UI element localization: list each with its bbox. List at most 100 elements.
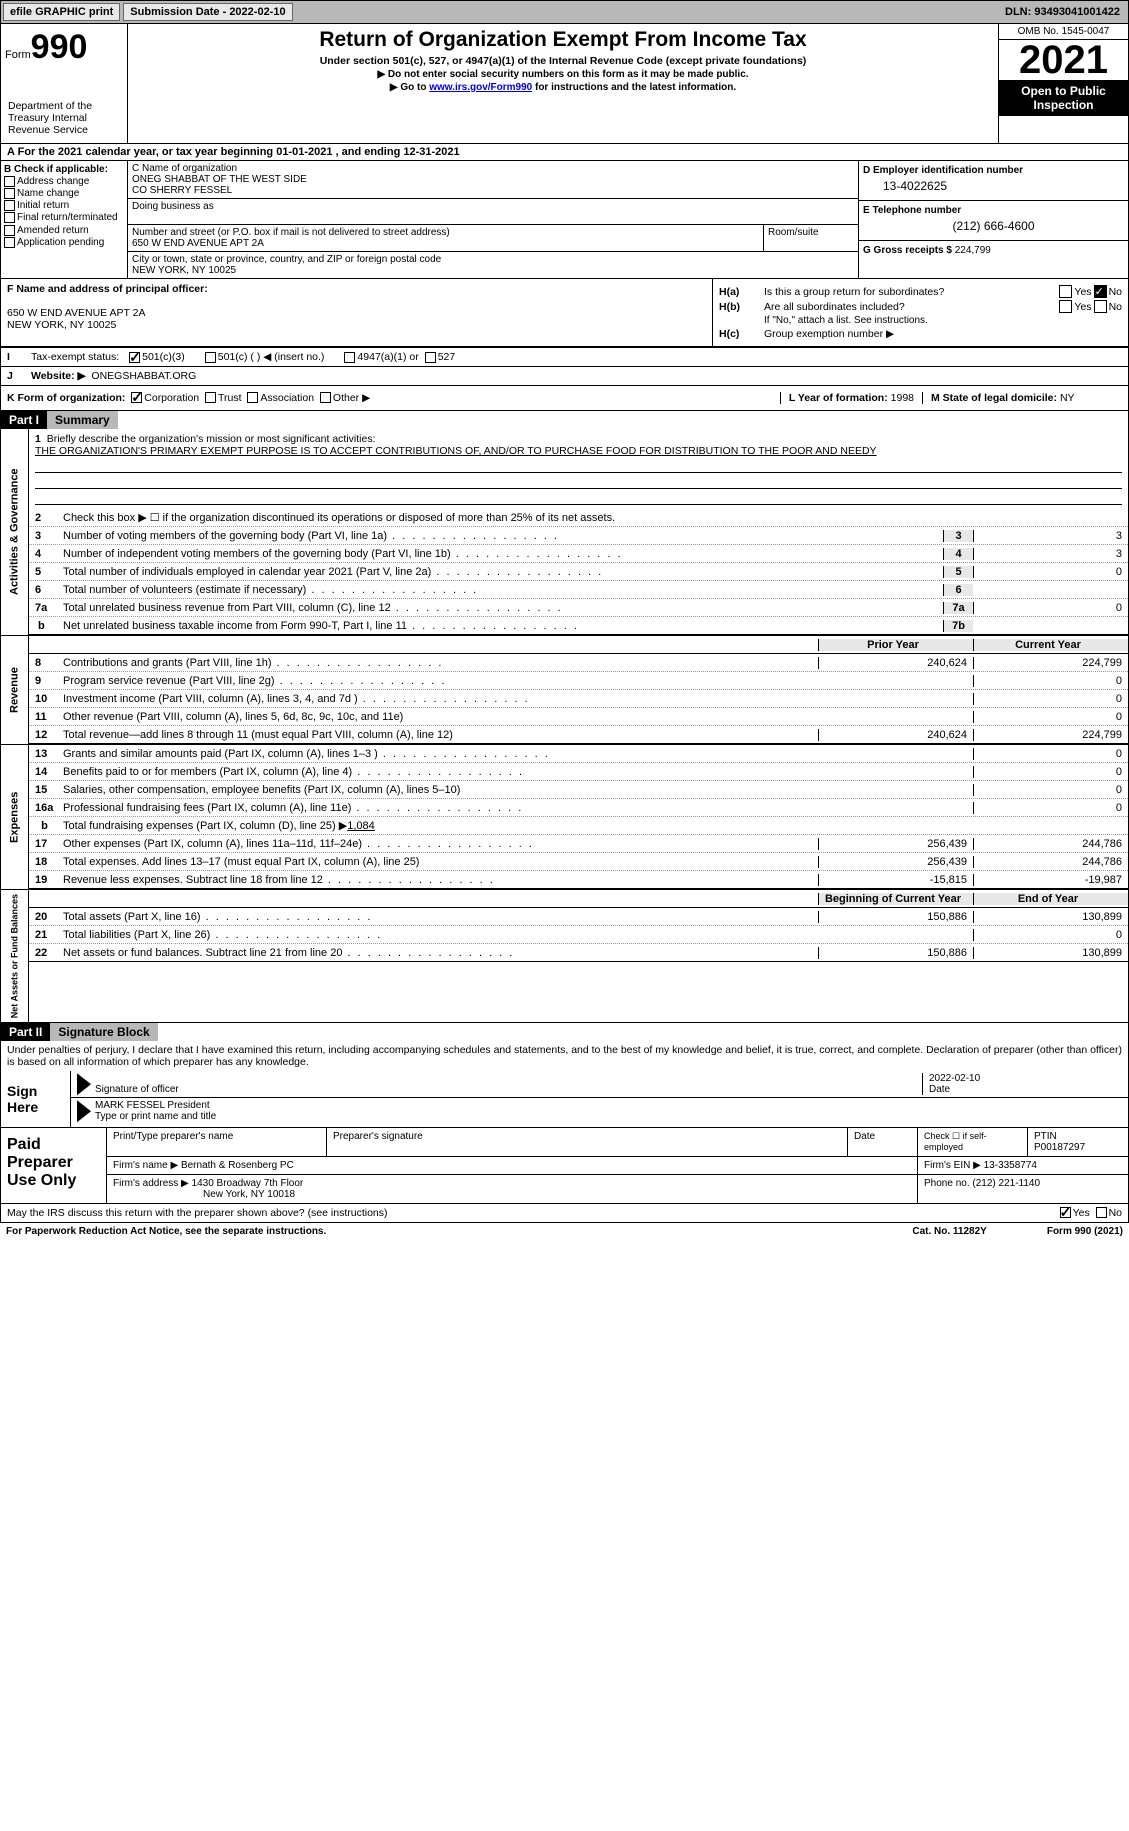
irs-link[interactable]: www.irs.gov/Form990 [429, 82, 532, 93]
form-ref: Form 990 (2021) [1047, 1226, 1123, 1237]
room-label: Room/suite [768, 227, 819, 238]
hb-no[interactable] [1094, 300, 1107, 313]
line-21: Total liabilities (Part X, line 26) [59, 927, 818, 943]
line-16a: Professional fundraising fees (Part IX, … [59, 800, 818, 816]
efile-badge: efile GRAPHIC print [3, 3, 120, 21]
prep-check-label: Check ☐ if self-employed [918, 1128, 1028, 1156]
chk-app-pending[interactable]: Application pending [4, 237, 124, 248]
paperwork-notice: For Paperwork Reduction Act Notice, see … [6, 1226, 326, 1237]
officer-addr1: 650 W END AVENUE APT 2A [7, 307, 146, 319]
ein-value: 13-4022625 [863, 176, 1124, 196]
val-3: 3 [973, 530, 1128, 542]
chk-4947[interactable] [344, 352, 355, 363]
part-1-header: Part ISummary [0, 411, 1129, 429]
ha-text: Is this a group return for subordinates? [764, 286, 1057, 298]
signature-section: Under penalties of perjury, I declare th… [0, 1041, 1129, 1128]
firm-addr-label: Firm's address ▶ [113, 1178, 189, 1189]
firm-addr1: 1430 Broadway 7th Floor [192, 1178, 304, 1189]
phone-label: Phone no. [924, 1178, 970, 1189]
part-2-header: Part IISignature Block [0, 1023, 1129, 1041]
chk-501c3[interactable] [129, 352, 140, 363]
val-5: 0 [973, 566, 1128, 578]
side-activities: Activities & Governance [1, 429, 29, 635]
line-3: Number of voting members of the governin… [59, 528, 943, 544]
website-value: ONEGSHABBAT.ORG [91, 370, 196, 382]
line-5: Total number of individuals employed in … [59, 564, 943, 580]
form-number: 990 [31, 28, 88, 66]
topbar: efile GRAPHIC print Submission Date - 20… [0, 0, 1129, 24]
part2-title: Signature Block [50, 1023, 157, 1041]
form-title: Return of Organization Exempt From Incom… [132, 28, 994, 52]
line-7a: Total unrelated business revenue from Pa… [59, 600, 943, 616]
line-9: Program service revenue (Part VIII, line… [59, 673, 818, 689]
row-j-website: J Website: ▶ ONEGSHABBAT.ORG [0, 367, 1129, 386]
line-2: Check this box ▶ ☐ if the organization d… [59, 509, 1128, 526]
discuss-no[interactable] [1096, 1207, 1107, 1218]
chk-501c[interactable] [205, 352, 216, 363]
val-4: 3 [973, 548, 1128, 560]
section-bcdeg: B Check if applicable: Address change Na… [0, 161, 1129, 278]
c-name-label: C Name of organization [132, 163, 237, 174]
j-label: Website: ▶ [31, 370, 86, 382]
line-20: Total assets (Part X, line 16) [59, 909, 818, 925]
firm-ein: 13-3358774 [984, 1160, 1037, 1171]
officer-addr2: NEW YORK, NY 10025 [7, 319, 116, 331]
hb-yes[interactable] [1059, 300, 1072, 313]
arrow-icon [77, 1100, 91, 1122]
hb-label: H(b) [719, 301, 764, 313]
chk-final-return[interactable]: Final return/terminated [4, 212, 124, 223]
f-label: F Name and address of principal officer: [7, 283, 208, 295]
arrow-icon [77, 1073, 91, 1095]
hdr-current: Current Year [973, 639, 1128, 651]
ptin-label: PTIN [1034, 1131, 1057, 1142]
chk-address-change[interactable]: Address change [4, 176, 124, 187]
hdr-begin: Beginning of Current Year [818, 893, 973, 905]
i-label: Tax-exempt status: [31, 351, 119, 363]
line-11: Other revenue (Part VIII, column (A), li… [59, 709, 818, 725]
l-year-formation: L Year of formation: 1998 [780, 392, 914, 404]
line-19: Revenue less expenses. Subtract line 18 … [59, 872, 818, 888]
line-10: Investment income (Part VIII, column (A)… [59, 691, 818, 707]
hc-label: H(c) [719, 328, 764, 340]
discuss-yes[interactable] [1060, 1207, 1071, 1218]
footer-question: May the IRS discuss this return with the… [0, 1204, 1129, 1223]
prep-date-label: Date [848, 1128, 918, 1156]
firm-ein-label: Firm's EIN ▶ [924, 1160, 981, 1171]
ha-label: H(a) [719, 286, 764, 298]
hdr-end: End of Year [973, 893, 1128, 905]
mission-text: THE ORGANIZATION'S PRIMARY EXEMPT PURPOS… [35, 445, 877, 457]
chk-name-change[interactable]: Name change [4, 188, 124, 199]
line-18: Total expenses. Add lines 13–17 (must eq… [59, 854, 818, 870]
side-revenue: Revenue [1, 636, 29, 744]
org-name-1: ONEG SHABBAT OF THE WEST SIDE [132, 174, 307, 185]
chk-association[interactable] [247, 392, 258, 403]
telephone: (212) 666-4600 [863, 216, 1124, 236]
b-label: B Check if applicable: [4, 164, 108, 175]
hc-text: Group exemption number ▶ [764, 328, 1122, 340]
form-word: Form [5, 49, 31, 61]
line-a: A For the 2021 calendar year, or tax yea… [0, 144, 1129, 161]
side-netassets: Net Assets or Fund Balances [1, 890, 29, 1022]
discuss-question: May the IRS discuss this return with the… [7, 1207, 388, 1219]
chk-527[interactable] [425, 352, 436, 363]
chk-trust[interactable] [205, 392, 216, 403]
col-b: B Check if applicable: Address change Na… [1, 161, 128, 278]
revenue-section: Revenue Prior YearCurrent Year 8Contribu… [0, 636, 1129, 745]
submission-date: Submission Date - 2022-02-10 [123, 3, 292, 21]
hb-text: Are all subordinates included? [764, 301, 1057, 313]
org-address: 650 W END AVENUE APT 2A [132, 238, 264, 249]
addr-label: Number and street (or P.O. box if mail i… [132, 227, 450, 238]
chk-corporation[interactable] [131, 392, 142, 403]
ha-yes[interactable] [1059, 285, 1072, 298]
ha-no[interactable] [1094, 285, 1107, 298]
line-13: Grants and similar amounts paid (Part IX… [59, 746, 818, 762]
row-i-taxexempt: I Tax-exempt status: 501(c)(3) 501(c) ( … [0, 347, 1129, 367]
subtitle-3: ▶ Go to www.irs.gov/Form990 for instruct… [132, 82, 994, 93]
dba-label: Doing business as [132, 201, 214, 212]
hb-note: If "No," attach a list. See instructions… [764, 315, 1122, 326]
chk-initial-return[interactable]: Initial return [4, 200, 124, 211]
chk-amended[interactable]: Amended return [4, 225, 124, 236]
chk-other[interactable] [320, 392, 331, 403]
officer-name: MARK FESSEL President [95, 1100, 210, 1111]
form-header: Form990 Department of the Treasury Inter… [0, 24, 1129, 144]
